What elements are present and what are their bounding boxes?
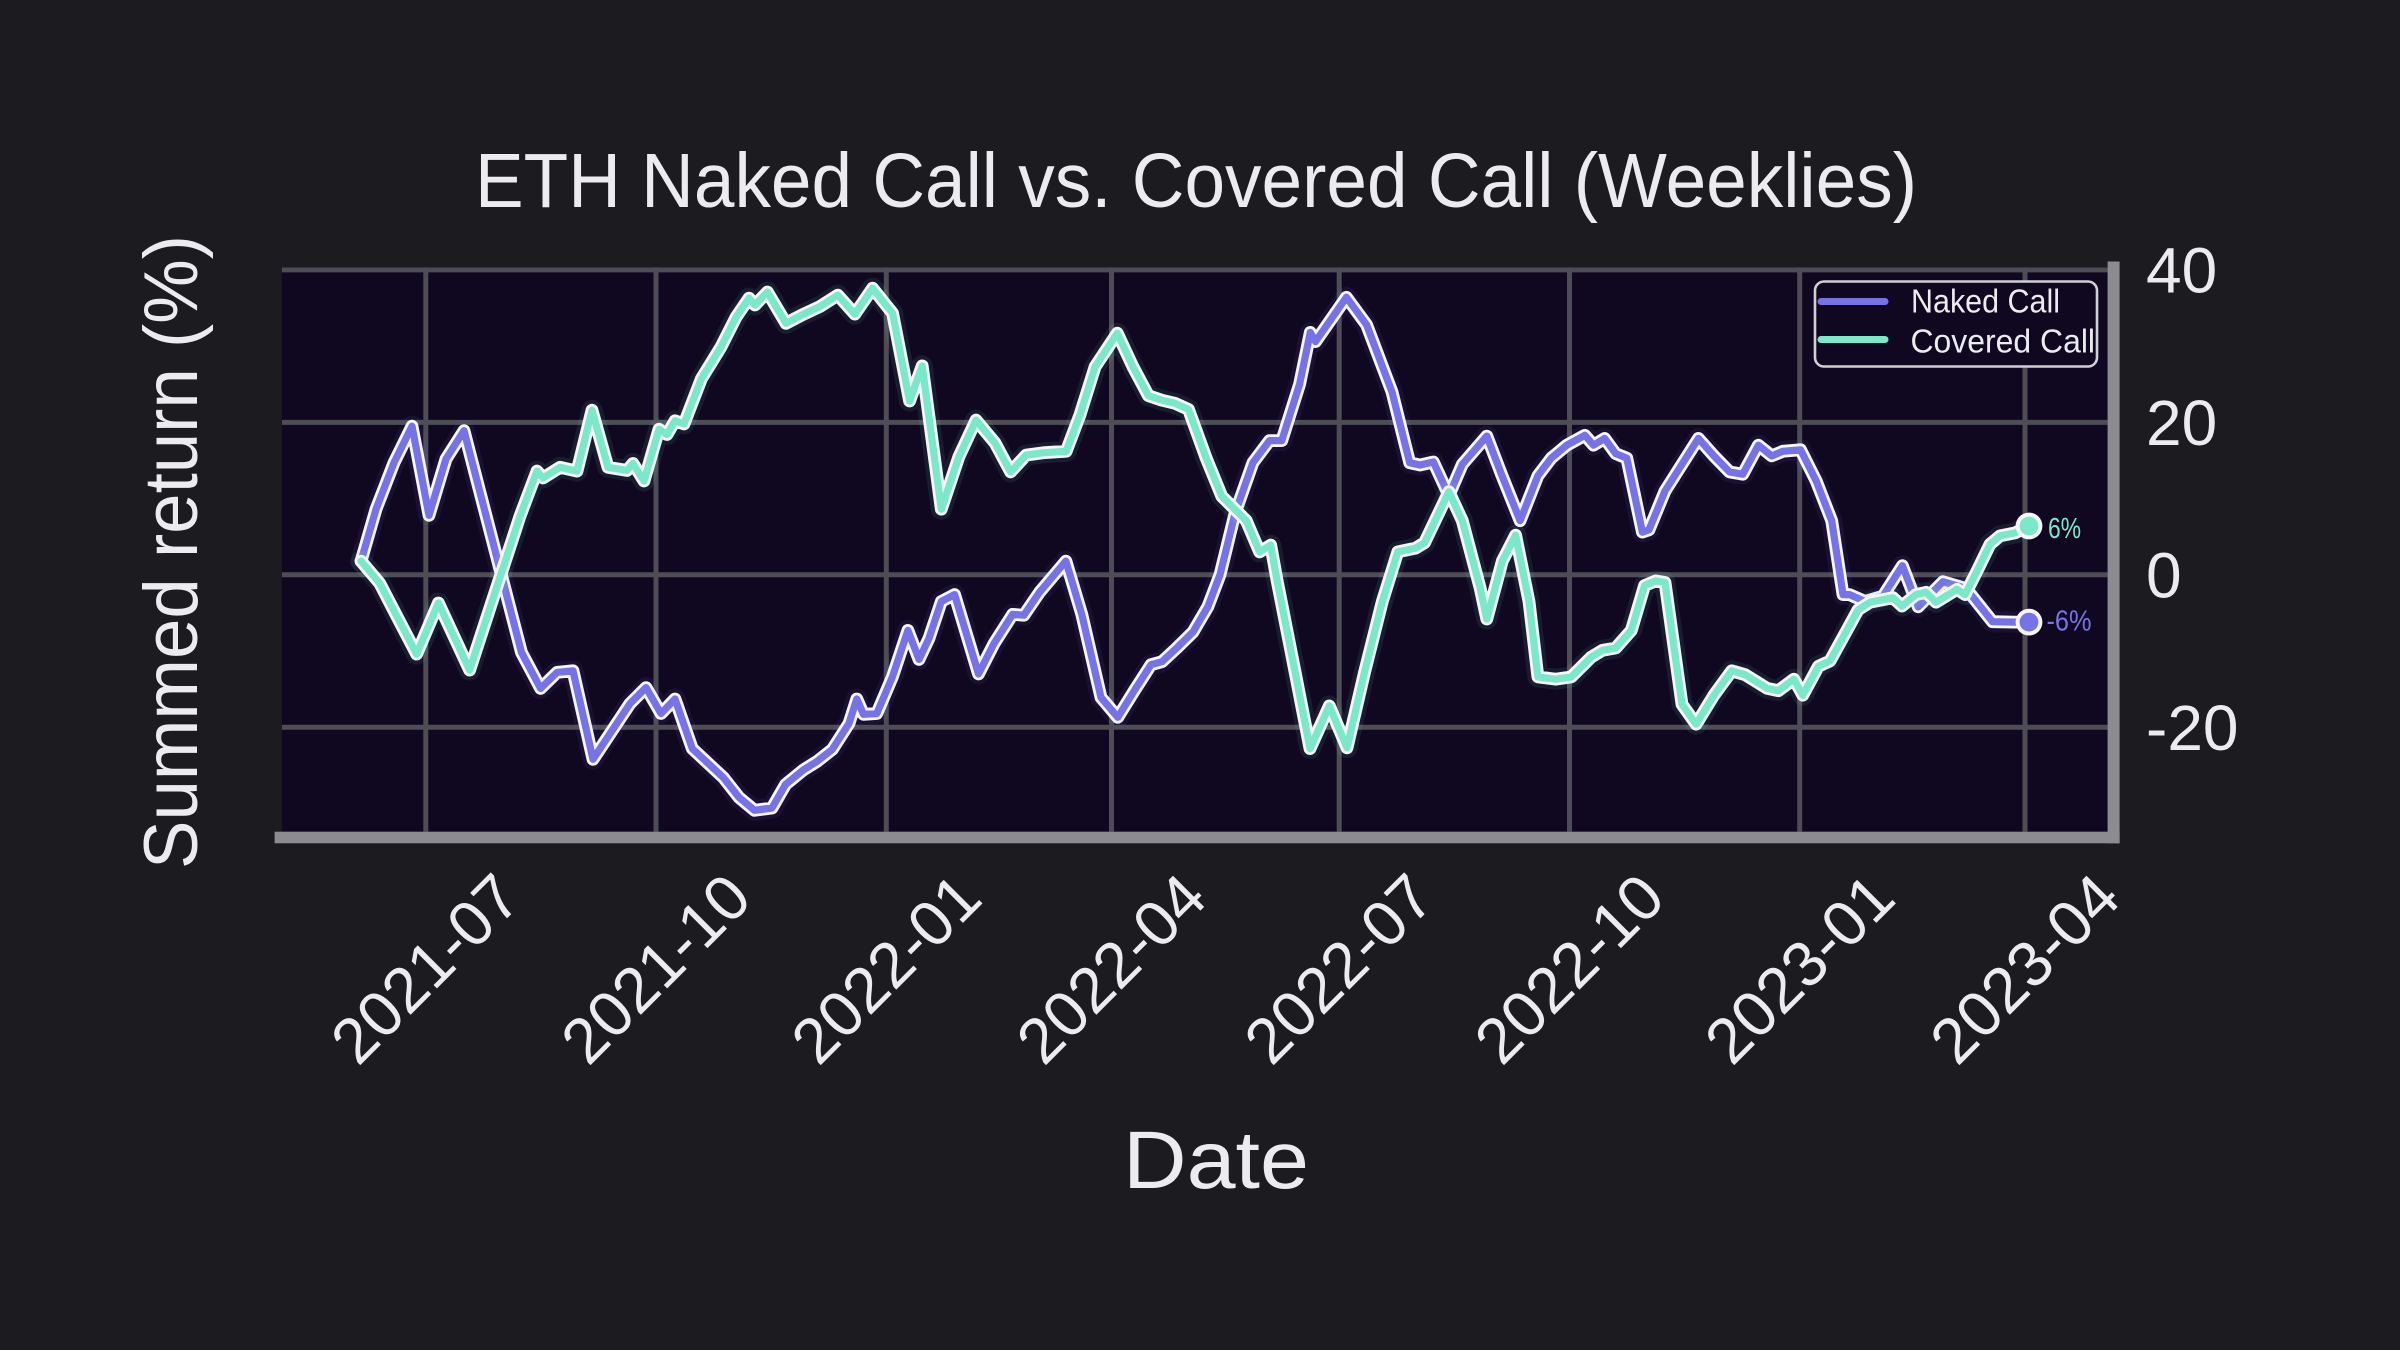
svg-text:-6%: -6% <box>2047 606 2092 638</box>
svg-text:ETH Naked Call vs. Covered Cal: ETH Naked Call vs. Covered Call (Weeklie… <box>475 138 1917 224</box>
svg-text:Naked Call: Naked Call <box>1911 283 2060 320</box>
svg-text:Date: Date <box>1123 1115 1309 1206</box>
svg-text:Covered Call: Covered Call <box>1911 323 2096 360</box>
svg-text:-20: -20 <box>2146 692 2239 764</box>
svg-text:Summed return (%): Summed return (%) <box>129 235 214 869</box>
svg-text:0: 0 <box>2146 539 2182 611</box>
svg-text:20: 20 <box>2146 387 2217 459</box>
svg-text:40: 40 <box>2146 234 2217 306</box>
svg-text:6%: 6% <box>2048 513 2081 545</box>
